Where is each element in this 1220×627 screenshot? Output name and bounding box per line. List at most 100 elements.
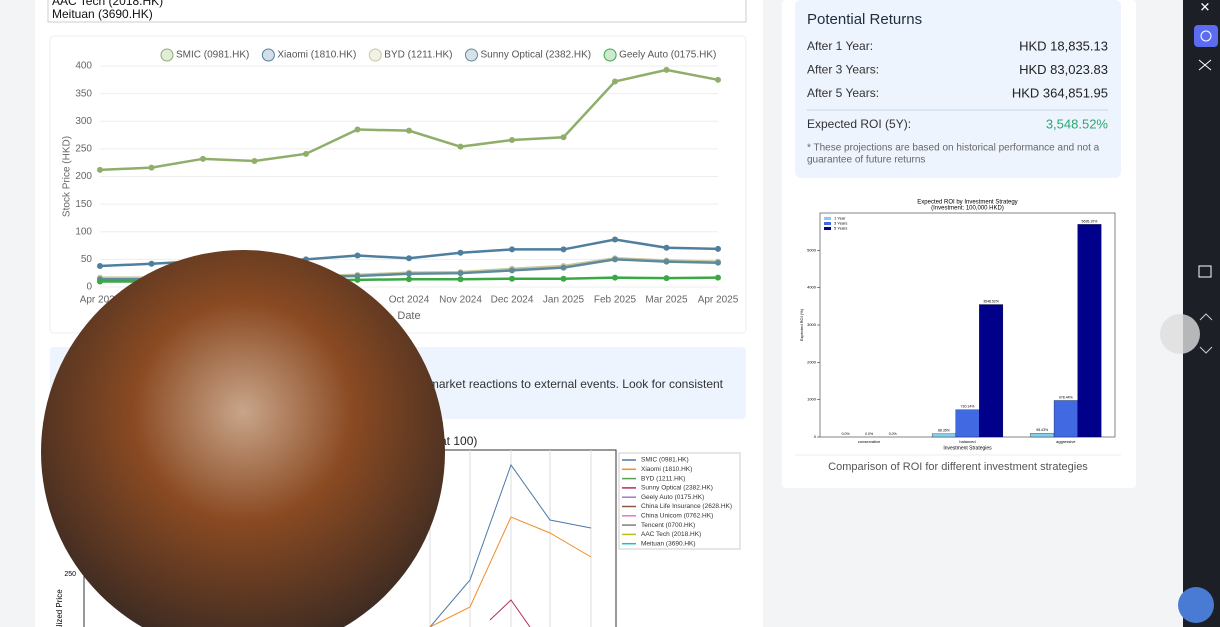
x-tick-label: Feb 2025 [594,295,637,306]
chart-title: (Investment: 100,000 HKD) [931,206,1004,212]
value-label: 730.14% [961,405,975,409]
y-tick-label: 5000 [807,247,817,252]
point [97,166,103,173]
point [612,78,618,85]
legend-label: 1 Year [834,216,846,221]
point [251,158,258,165]
y-tick-label: 50 [81,254,93,265]
legend-swatch [603,48,617,62]
x-tick-label: aggressive [1056,439,1076,444]
legend-label: SMIC (0981.HK) [176,50,249,61]
x-tick-label: Jan 2025 [543,295,585,306]
y-tick-label: 300 [75,116,92,127]
point [303,150,309,157]
point [509,267,515,274]
legend-label: Xiaomi (1810.HK) [277,50,356,61]
return-label: After 3 Years: [807,63,879,77]
legend-label: China Life Insurance (2628.HK) [641,503,732,510]
legend-label: 3 Years [834,221,847,226]
legend-label: Sunny Optical (2382.HK) [480,50,591,61]
roi-label: Expected ROI (5Y): [807,117,911,131]
legend-label: 5 Years [834,226,847,231]
point [148,164,155,171]
legend-label: SMIC (0981.HK) [641,457,689,464]
bar [979,304,1004,438]
point [406,127,412,134]
y-tick-label: 250 [64,571,76,578]
legend-swatch [824,217,831,220]
point [406,276,412,283]
point [612,256,618,263]
scroll-icons[interactable] [1199,313,1213,354]
value-label: 978.44% [1059,395,1073,399]
normalized-title: at 100) [440,434,477,448]
point [560,275,567,282]
point [560,246,567,253]
point [509,246,515,253]
x-tick-label: Mar 2025 [645,295,688,306]
point [715,76,721,83]
point [200,155,206,162]
point [457,249,464,256]
value-label: 0.0% [889,432,897,436]
legend-swatch [824,222,831,225]
x-tick-label: Nov 2024 [439,295,482,306]
like-icon[interactable] [1198,265,1212,278]
returns-title: Potential Returns [807,11,922,28]
point [354,126,361,133]
return-label: After 5 Years: [807,86,879,100]
legend-swatch [160,48,174,62]
shuffle-icon[interactable] [1198,59,1212,71]
y-tick-label: 250 [75,144,92,155]
plot-frame [819,212,1116,438]
point [354,276,361,283]
legend-label: BYD (1211.HK) [641,475,685,482]
legend-label: Tencent (0700.HK) [641,522,695,529]
legend-label: BYD (1211.HK) [384,50,452,61]
x-tick-label: Oct 2024 [389,295,430,306]
x-tick-label: conservative [858,439,881,444]
dropdown-item[interactable]: Meituan (3690.HK) [52,7,153,21]
point [97,263,103,270]
webcam-overlay [41,250,445,627]
y-tick-label: 400 [75,61,92,72]
y-axis-label: alized Price [55,589,64,627]
return-value: HKD 364,851.95 [1012,85,1108,100]
close-icon[interactable]: ✕ [1200,0,1211,14]
point [457,276,464,283]
point [715,245,721,252]
legend-swatch [824,227,831,230]
value-label: 3548.52% [983,299,999,303]
chat-icon-glyph [1200,30,1212,42]
y-tick-label: 0 [86,282,92,293]
point [148,260,155,267]
value-label: 0.0% [842,432,850,436]
normalized-line [489,599,531,627]
bar [1077,224,1102,438]
bar [1053,400,1078,438]
assistant-icon[interactable] [1178,587,1214,623]
bar [1030,433,1055,438]
point [612,236,618,243]
x-axis-label: Investment Strategies [943,445,992,451]
x-axis-label: Date [397,310,420,322]
dropdown-item[interactable]: AAC Tech (2018.HK) [52,0,163,8]
scroll-handle[interactable] [1160,314,1200,354]
chat-icon[interactable] [1194,25,1218,47]
y-tick-label: 150 [75,199,92,210]
return-value: HKD 83,023.83 [1019,62,1108,77]
point [97,278,103,285]
value-label: 5695.10% [1082,219,1098,223]
legend-swatch [368,48,382,62]
legend-swatch [464,48,478,62]
return-value: HKD 18,835.13 [1019,38,1108,53]
returns-box [795,0,1121,178]
y-axis-label: Stock Price (HKD) [62,136,73,217]
point [715,259,721,266]
point [715,274,721,281]
legend-label: Geely Auto (0175.HK) [619,50,716,61]
chart-title: Expected ROI by Investment Strategy [917,200,1017,206]
normalized-line [429,516,592,627]
dropdown[interactable] [47,0,747,23]
y-tick-label: 100 [75,226,92,237]
